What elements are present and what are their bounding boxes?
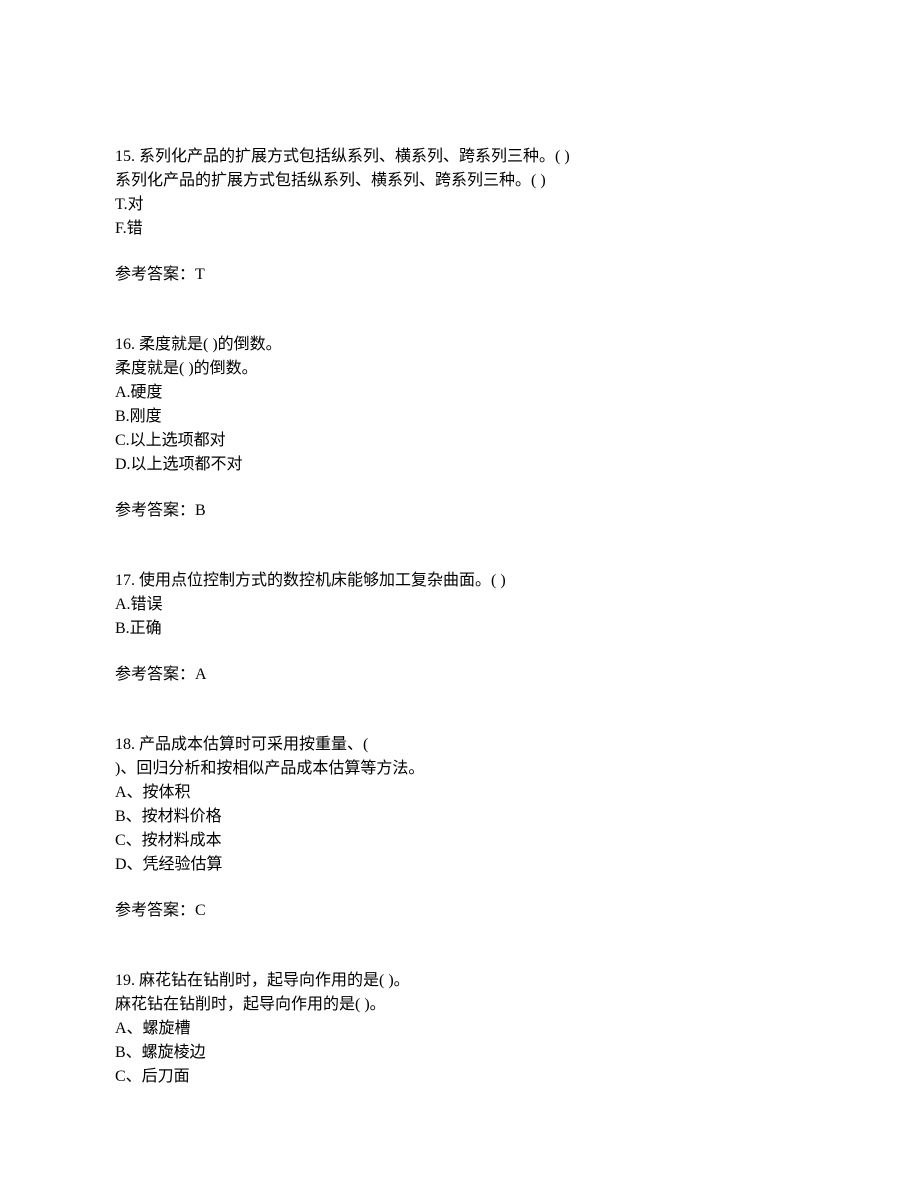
answer-block: 参考答案：T — [115, 263, 805, 287]
question-option: D.以上选项都不对 — [115, 453, 805, 477]
answer-value: A — [195, 666, 207, 683]
question-18: 18. 产品成本估算时可采用按重量、( )、回归分析和按相似产品成本估算等方法。… — [115, 733, 805, 923]
question-title: 系列化产品的扩展方式包括纵系列、横系列、跨系列三种。( ) — [139, 148, 570, 165]
question-title: 柔度就是( )的倒数。 — [139, 336, 282, 353]
question-option: B、螺旋棱边 — [115, 1041, 805, 1065]
question-option: B.正确 — [115, 617, 805, 641]
answer-label: 参考答案： — [115, 666, 195, 683]
question-16: 16. 柔度就是( )的倒数。 柔度就是( )的倒数。 A.硬度 B.刚度 C.… — [115, 333, 805, 523]
answer-label: 参考答案： — [115, 502, 195, 519]
question-repeat: 麻花钻在钻削时，起导向作用的是( )。 — [115, 993, 805, 1017]
question-title-line: 19. 麻花钻在钻削时，起导向作用的是( )。 — [115, 969, 805, 993]
question-repeat: 柔度就是( )的倒数。 — [115, 357, 805, 381]
question-option: A.错误 — [115, 593, 805, 617]
answer-block: 参考答案：B — [115, 499, 805, 523]
question-title-line: 15. 系列化产品的扩展方式包括纵系列、横系列、跨系列三种。( ) — [115, 145, 805, 169]
question-number: 15. — [115, 148, 135, 165]
question-title: 麻花钻在钻削时，起导向作用的是( )。 — [139, 972, 410, 989]
question-title-line: 18. 产品成本估算时可采用按重量、( — [115, 733, 805, 757]
answer-value: C — [195, 902, 206, 919]
question-number: 17. — [115, 572, 135, 589]
question-19: 19. 麻花钻在钻削时，起导向作用的是( )。 麻花钻在钻削时，起导向作用的是(… — [115, 969, 805, 1089]
answer-label: 参考答案： — [115, 266, 195, 283]
question-title: 产品成本估算时可采用按重量、( — [139, 736, 368, 753]
question-repeat: 系列化产品的扩展方式包括纵系列、横系列、跨系列三种。( ) — [115, 169, 805, 193]
question-number: 18. — [115, 736, 135, 753]
question-title-line: 16. 柔度就是( )的倒数。 — [115, 333, 805, 357]
question-title-line: 17. 使用点位控制方式的数控机床能够加工复杂曲面。( ) — [115, 569, 805, 593]
question-option: D、凭经验估算 — [115, 853, 805, 877]
question-option: A、按体积 — [115, 781, 805, 805]
answer-block: 参考答案：A — [115, 663, 805, 687]
question-option: T.对 — [115, 193, 805, 217]
question-option: C、按材料成本 — [115, 829, 805, 853]
question-option: F.错 — [115, 217, 805, 241]
question-option: A.硬度 — [115, 381, 805, 405]
question-17: 17. 使用点位控制方式的数控机床能够加工复杂曲面。( ) A.错误 B.正确 … — [115, 569, 805, 687]
question-option: C.以上选项都对 — [115, 429, 805, 453]
answer-value: B — [195, 502, 206, 519]
answer-value: T — [195, 266, 205, 283]
question-repeat: )、回归分析和按相似产品成本估算等方法。 — [115, 757, 805, 781]
question-number: 19. — [115, 972, 135, 989]
question-option: B、按材料价格 — [115, 805, 805, 829]
question-option: C、后刀面 — [115, 1065, 805, 1089]
question-option: B.刚度 — [115, 405, 805, 429]
answer-block: 参考答案：C — [115, 899, 805, 923]
question-number: 16. — [115, 336, 135, 353]
question-option: A、螺旋槽 — [115, 1017, 805, 1041]
question-15: 15. 系列化产品的扩展方式包括纵系列、横系列、跨系列三种。( ) 系列化产品的… — [115, 145, 805, 287]
question-title: 使用点位控制方式的数控机床能够加工复杂曲面。( ) — [139, 572, 506, 589]
answer-label: 参考答案： — [115, 902, 195, 919]
